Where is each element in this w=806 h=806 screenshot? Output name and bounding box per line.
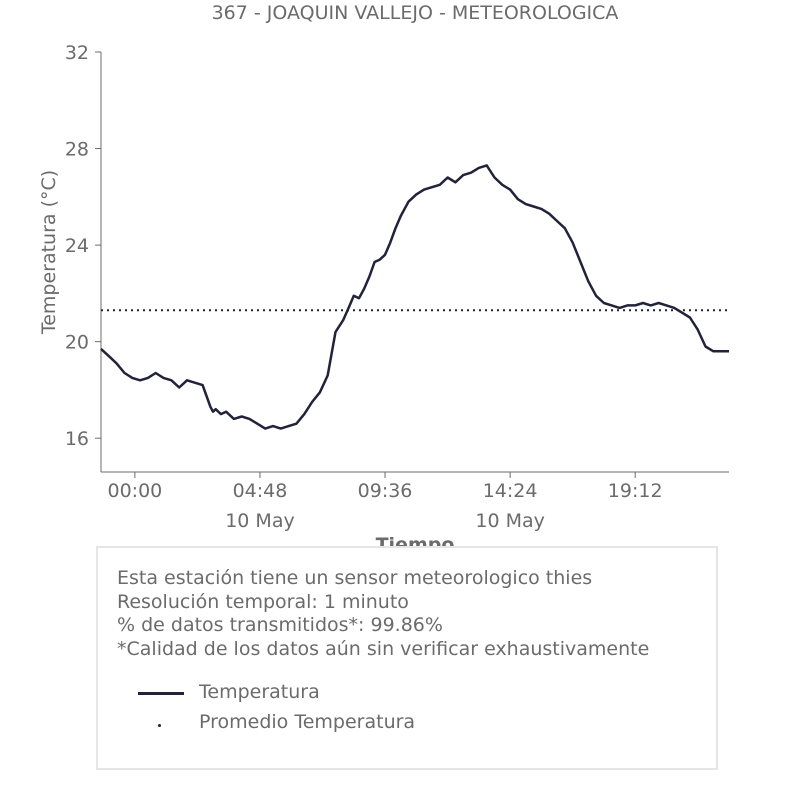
legend-label: Temperatura (199, 681, 320, 703)
legend-label: Promedio Temperatura (199, 711, 416, 733)
x-tick-sublabel: 10 May (225, 510, 295, 532)
x-tick-sublabel: 10 May (475, 510, 545, 532)
x-tick-label: 09:36 (358, 480, 413, 502)
info-box: Esta estación tiene un sensor meteorolog… (96, 546, 718, 770)
x-tick-label: 00:00 (107, 480, 162, 502)
x-tick-label: 14:24 (483, 480, 538, 502)
temperature-line (100, 164, 729, 430)
marks (100, 164, 729, 430)
chart-title: 367 - JOAQUIN VALLEJO - METEOROLOGICA (211, 2, 619, 24)
info-lines: Esta estación tiene un sensor meteorolog… (117, 567, 649, 661)
legend-dot-swatch (158, 724, 161, 727)
y-tick-label: 24 (65, 235, 89, 257)
y-axis-label: Temperatura (°C) (38, 170, 60, 335)
y-tick-label: 16 (65, 428, 89, 450)
legend-line-swatch (138, 692, 184, 695)
y-tick-label: 20 (65, 332, 89, 354)
info-line: Esta estación tiene un sensor meteorolog… (117, 567, 593, 589)
x-tick-label: 19:12 (608, 480, 663, 502)
y-tick-label: 28 (65, 139, 89, 161)
info-line: *Calidad de los datos aún sin verificar … (117, 637, 650, 660)
x-tick-label: 04:48 (233, 480, 288, 502)
info-line: % de datos transmitidos*: 99.86% (117, 614, 443, 636)
axes: 16 20 24 28 32 00:00 04:48 10 May 09:36 14:24 10 M… (38, 42, 729, 532)
y-tick-label: 32 (65, 42, 89, 64)
info-line: Resolución temporal: 1 minuto (117, 590, 409, 613)
